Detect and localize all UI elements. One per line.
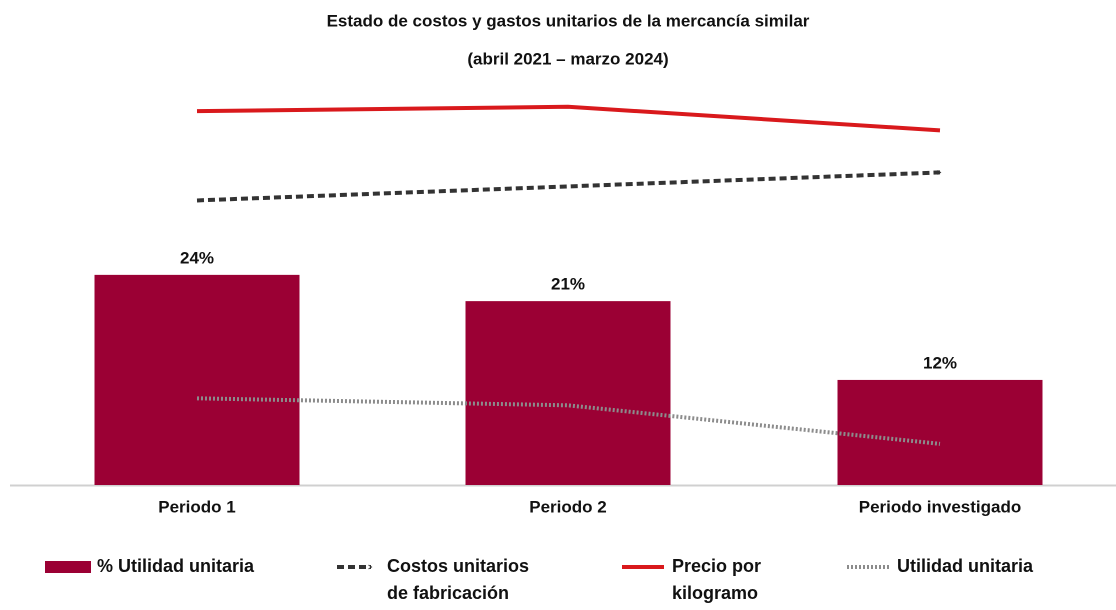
legend-item: % Utilidad unitaria	[45, 553, 254, 580]
x-tick-label: Periodo 1	[158, 497, 235, 516]
bar	[465, 301, 671, 485]
line-series	[196, 396, 941, 446]
chart-title: Estado de costos y gastos unitarios de l…	[327, 11, 810, 30]
legend-label: Costos unitarios de fabricación	[387, 556, 530, 603]
x-tick-label: Periodo investigado	[859, 497, 1021, 516]
bar	[837, 379, 1043, 485]
legend-label: Precio por kilogramo	[672, 556, 762, 603]
chart-subtitle: (abril 2021 – marzo 2024)	[467, 49, 668, 68]
bar	[94, 274, 300, 485]
legend-swatch	[847, 565, 889, 569]
data-label: 21%	[551, 275, 585, 294]
legend-item: Precio por kilogramo	[620, 553, 770, 607]
legend-item: Costos unitarios de fabricación	[335, 553, 555, 607]
legend-swatch	[622, 565, 664, 569]
line-series	[196, 104, 941, 133]
line-series	[196, 170, 942, 203]
legend-label: % Utilidad unitaria	[97, 556, 255, 576]
x-tick-label: Periodo 2	[529, 497, 606, 516]
legend-label: Utilidad unitaria	[897, 556, 1034, 576]
data-label: 12%	[923, 353, 957, 372]
data-label: 24%	[180, 248, 214, 267]
chart: Estado de costos y gastos unitarios de l…	[10, 11, 1116, 516]
legend-swatch-rect	[45, 561, 91, 573]
legend-swatch	[337, 564, 373, 570]
legend: % Utilidad unitaria Costos unitarios de f…	[0, 553, 1116, 610]
legend-item: Utilidad unitaria	[845, 553, 1033, 580]
legend-swatch	[45, 561, 91, 573]
